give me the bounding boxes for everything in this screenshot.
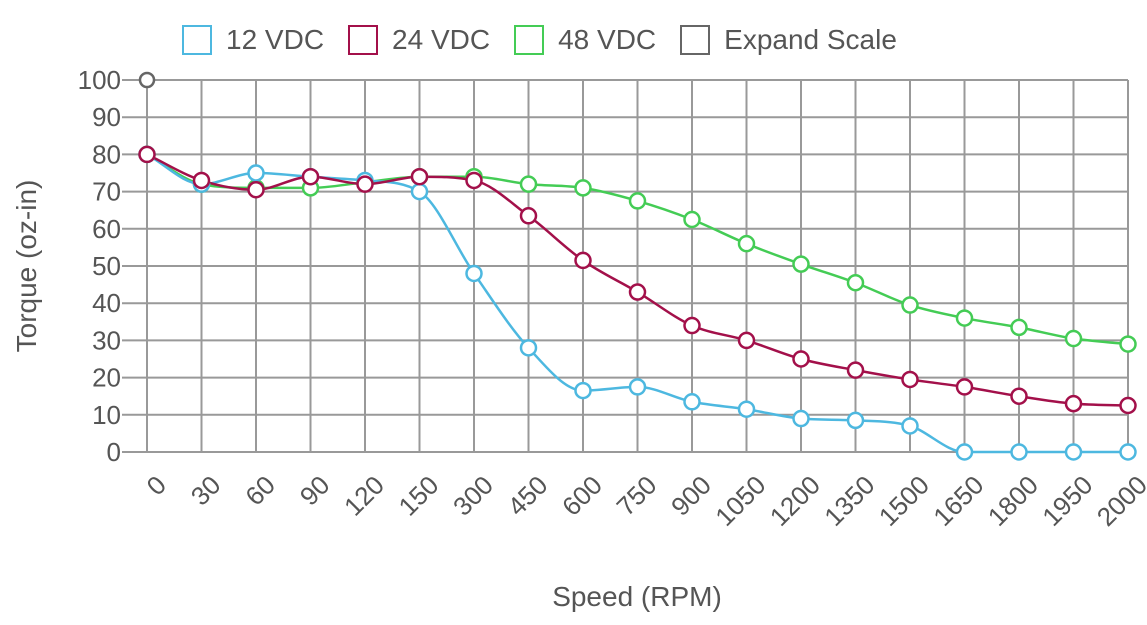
x-axis-title: Speed (RPM)	[552, 581, 722, 612]
x-tick-label: 90	[294, 470, 336, 512]
data-point[interactable]	[138, 145, 156, 164]
data-point[interactable]	[465, 264, 483, 283]
x-tick-label: 1350	[818, 470, 880, 532]
x-tick-label: 1800	[982, 470, 1044, 532]
data-point[interactable]	[574, 251, 592, 270]
data-point[interactable]	[356, 175, 374, 193]
data-point[interactable]	[574, 179, 592, 197]
y-tick-label: 40	[92, 288, 121, 318]
data-point[interactable]	[1119, 335, 1137, 353]
y-tick-label: 50	[92, 251, 121, 281]
y-axis-title: Torque (oz-in)	[11, 180, 42, 353]
x-tick-label: 30	[185, 470, 227, 512]
y-tick-label: 80	[92, 139, 121, 169]
legend-item-24vdc[interactable]: 24 VDC	[348, 24, 490, 56]
x-tick-label: 1950	[1036, 470, 1098, 532]
data-point[interactable]	[410, 167, 429, 186]
x-tick-label: 0	[141, 470, 172, 501]
data-point[interactable]	[628, 378, 647, 396]
x-axis-ticks: 0 30 60 90 120 150 300 450 600 750 900105012001350…	[141, 470, 1147, 532]
grid-lines	[122, 79, 1129, 453]
legend-item-expand-scale[interactable]: Expand Scale	[680, 24, 897, 56]
data-point[interactable]	[519, 175, 538, 193]
data-point[interactable]	[955, 309, 974, 327]
y-tick-label: 20	[92, 363, 121, 393]
data-point[interactable]	[465, 171, 483, 190]
y-tick-label: 10	[92, 400, 121, 430]
x-tick-label: 750	[611, 470, 663, 522]
y-tick-label: 60	[92, 214, 121, 244]
x-tick-label: 120	[338, 470, 390, 522]
data-point[interactable]	[192, 171, 211, 190]
y-tick-label: 0	[107, 437, 121, 467]
x-tick-label: 1200	[764, 470, 826, 532]
legend-label-24vdc: 24 VDC	[392, 24, 491, 55]
data-point[interactable]	[737, 331, 756, 350]
x-tick-label: 150	[393, 470, 445, 522]
data-point[interactable]	[901, 370, 919, 389]
data-point[interactable]	[792, 350, 810, 368]
data-point[interactable]	[1010, 387, 1028, 405]
data-point[interactable]	[683, 393, 701, 411]
x-tick-label: 450	[502, 470, 554, 522]
x-tick-label: 300	[447, 470, 499, 522]
legend-item-12vdc[interactable]: 12 VDC	[182, 24, 324, 56]
data-point[interactable]	[737, 400, 756, 418]
data-point[interactable]	[574, 381, 592, 400]
y-axis-ticks: 0 10 20 30 40 50 60 70 80 90 100	[78, 65, 121, 467]
data-point[interactable]	[1064, 329, 1083, 348]
legend-swatch-48vdc	[514, 25, 545, 55]
legend-label-12vdc: 12 VDC	[226, 24, 325, 55]
legend-label-expand-scale: Expand Scale	[724, 24, 897, 55]
data-point[interactable]	[1010, 318, 1028, 337]
data-point[interactable]	[628, 283, 647, 301]
y-tick-label: 70	[92, 177, 121, 207]
y-tick-label: 90	[92, 102, 121, 132]
legend-swatch-12vdc	[182, 25, 212, 55]
data-point[interactable]	[901, 417, 919, 435]
data-point[interactable]	[410, 182, 429, 201]
x-tick-label: 600	[556, 470, 608, 522]
data-point[interactable]	[792, 409, 810, 428]
expand-scale-point	[138, 71, 156, 89]
data-point[interactable]	[955, 443, 974, 461]
data-point[interactable]	[519, 339, 538, 357]
data-point[interactable]	[628, 192, 647, 210]
data-point[interactable]	[301, 167, 320, 186]
data-point[interactable]	[1064, 394, 1083, 413]
data-point[interactable]	[846, 411, 865, 430]
data-point[interactable]	[519, 207, 538, 225]
x-tick-label: 1500	[873, 470, 935, 532]
data-point[interactable]	[247, 164, 265, 182]
legend-item-48vdc[interactable]: 48 VDC	[514, 24, 656, 56]
expand-scale-checkbox[interactable]	[680, 25, 711, 55]
x-tick-label: 1050	[709, 470, 771, 532]
data-point[interactable]	[955, 378, 974, 396]
data-point[interactable]	[1064, 443, 1083, 461]
x-tick-label: 1650	[927, 470, 989, 532]
x-tick-label: 2000	[1091, 470, 1147, 532]
data-point[interactable]	[1010, 443, 1028, 461]
legend-swatch-24vdc	[348, 25, 379, 55]
chart-legend: 12 VDC 24 VDC 48 VDC Expand Scale	[182, 20, 921, 60]
data-point[interactable]	[1119, 396, 1137, 415]
series-points	[138, 71, 1137, 461]
data-point[interactable]	[247, 180, 265, 199]
data-point[interactable]	[846, 361, 865, 379]
y-tick-label: 30	[92, 325, 121, 355]
x-tick-label: 900	[665, 470, 717, 522]
data-point[interactable]	[683, 316, 701, 335]
x-tick-label: 60	[239, 470, 281, 512]
data-point[interactable]	[737, 234, 756, 253]
data-point[interactable]	[683, 210, 701, 229]
data-point[interactable]	[846, 273, 865, 292]
y-tick-label: 100	[78, 65, 121, 95]
legend-label-48vdc: 48 VDC	[558, 24, 657, 55]
data-point[interactable]	[901, 296, 919, 314]
data-point[interactable]	[792, 255, 810, 273]
data-point[interactable]	[1119, 443, 1137, 461]
